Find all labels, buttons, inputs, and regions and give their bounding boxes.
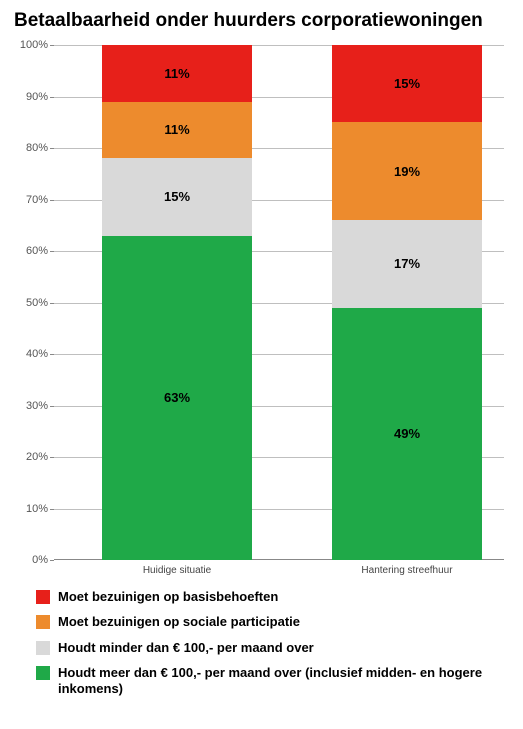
y-tick-mark: [50, 560, 54, 561]
bar-segment-meer_dan_100: 49%: [332, 308, 482, 560]
bar-segment-label: 15%: [394, 76, 420, 91]
legend-label: Houdt meer dan € 100,- per maand over (i…: [58, 665, 498, 698]
y-tick-label: 0%: [14, 554, 48, 566]
y-tick-mark: [50, 97, 54, 98]
bar-segment-moet_bezuinigen_basis: 11%: [102, 45, 252, 102]
y-tick-mark: [50, 251, 54, 252]
y-tick-mark: [50, 200, 54, 201]
bar-segment-moet_bezuinigen_sociaal: 11%: [102, 102, 252, 159]
y-tick-label: 10%: [14, 503, 48, 515]
x-tick-label: Huidige situatie: [102, 565, 252, 576]
bar-segment-meer_dan_100: 63%: [102, 236, 252, 560]
bar-segment-minder_dan_100: 17%: [332, 220, 482, 308]
y-tick-mark: [50, 406, 54, 407]
bar-segment-minder_dan_100: 15%: [102, 158, 252, 235]
y-tick-mark: [50, 148, 54, 149]
bar-segment-label: 15%: [164, 189, 190, 204]
y-tick-mark: [50, 303, 54, 304]
y-tick-label: 80%: [14, 142, 48, 154]
bar-segment-label: 19%: [394, 164, 420, 179]
legend-swatch: [36, 666, 50, 680]
y-tick-label: 90%: [14, 91, 48, 103]
legend-item: Moet bezuinigen op sociale participatie: [36, 614, 509, 630]
y-tick-label: 70%: [14, 194, 48, 206]
chart-title: Betaalbaarheid onder huurders corporatie…: [14, 10, 509, 32]
chart-container: 11% 11% 15% 63% 15% 19% 17% 49% 0% 10% 20% 30% 40% 5…: [14, 40, 509, 585]
legend-swatch: [36, 615, 50, 629]
bar-segment-moet_bezuinigen_basis: 15%: [332, 45, 482, 122]
legend-item: Moet bezuinigen op basisbehoeften: [36, 589, 509, 605]
y-tick-mark: [50, 45, 54, 46]
y-tick-label: 60%: [14, 245, 48, 257]
bar-segment-label: 17%: [394, 256, 420, 271]
bars-layer: 11% 11% 15% 63% 15% 19% 17% 49%: [54, 45, 504, 560]
bar-segment-label: 49%: [394, 426, 420, 441]
stacked-bar: 15% 19% 17% 49%: [332, 45, 482, 560]
y-tick-label: 40%: [14, 348, 48, 360]
bar-segment-label: 63%: [164, 390, 190, 405]
legend-label: Moet bezuinigen op sociale participatie: [58, 614, 300, 630]
y-tick-label: 50%: [14, 297, 48, 309]
y-tick-label: 100%: [14, 39, 48, 51]
legend-item: Houdt meer dan € 100,- per maand over (i…: [36, 665, 509, 698]
y-tick-mark: [50, 509, 54, 510]
y-tick-mark: [50, 457, 54, 458]
stacked-bar: 11% 11% 15% 63%: [102, 45, 252, 560]
bar-segment-label: 11%: [164, 122, 189, 137]
legend-label: Moet bezuinigen op basisbehoeften: [58, 589, 278, 605]
legend-label: Houdt minder dan € 100,- per maand over: [58, 640, 314, 656]
legend-swatch: [36, 590, 50, 604]
legend-swatch: [36, 641, 50, 655]
y-tick-mark: [50, 354, 54, 355]
y-tick-label: 30%: [14, 400, 48, 412]
legend-item: Houdt minder dan € 100,- per maand over: [36, 640, 509, 656]
x-tick-label: Hantering streefhuur: [332, 565, 482, 576]
bar-segment-label: 11%: [164, 66, 189, 81]
y-tick-label: 20%: [14, 451, 48, 463]
legend: Moet bezuinigen op basisbehoeften Moet be…: [14, 589, 509, 697]
bar-segment-moet_bezuinigen_sociaal: 19%: [332, 122, 482, 220]
